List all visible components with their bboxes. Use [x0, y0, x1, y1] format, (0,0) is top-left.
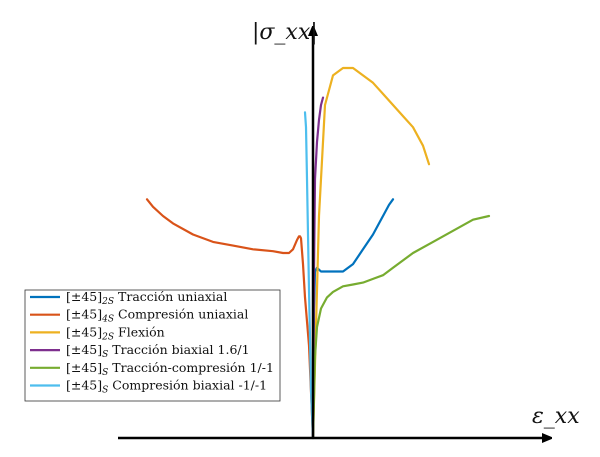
legend-entry-3: [±45]2S Flexión — [66, 324, 165, 342]
series-line-6 — [303, 111, 315, 440]
x-axis-label: ε_xx — [532, 404, 580, 429]
legend-entry-2: [±45]4S Compresión uniaxial — [66, 307, 248, 325]
legend-entry-4: [±45]S Tracción biaxial 1.6/1 — [66, 342, 250, 360]
series-line-2 — [145, 198, 315, 440]
legend: [±45]2S Tracción uniaxial[±45]4S Compres… — [24, 289, 281, 402]
y-axis-label: |σ_xx| — [252, 20, 318, 45]
legend-entry-6: [±45]S Compresión biaxial -1/-1 — [66, 378, 267, 396]
legend-entry-5: [±45]S Tracción-compresión 1/-1 — [66, 360, 274, 378]
legend-entry-1: [±45]2S Tracción uniaxial — [66, 289, 227, 307]
series-line-1 — [311, 198, 395, 440]
legend-box — [24, 289, 281, 402]
series-line-3 — [311, 66, 431, 440]
series-line-5 — [311, 214, 491, 440]
